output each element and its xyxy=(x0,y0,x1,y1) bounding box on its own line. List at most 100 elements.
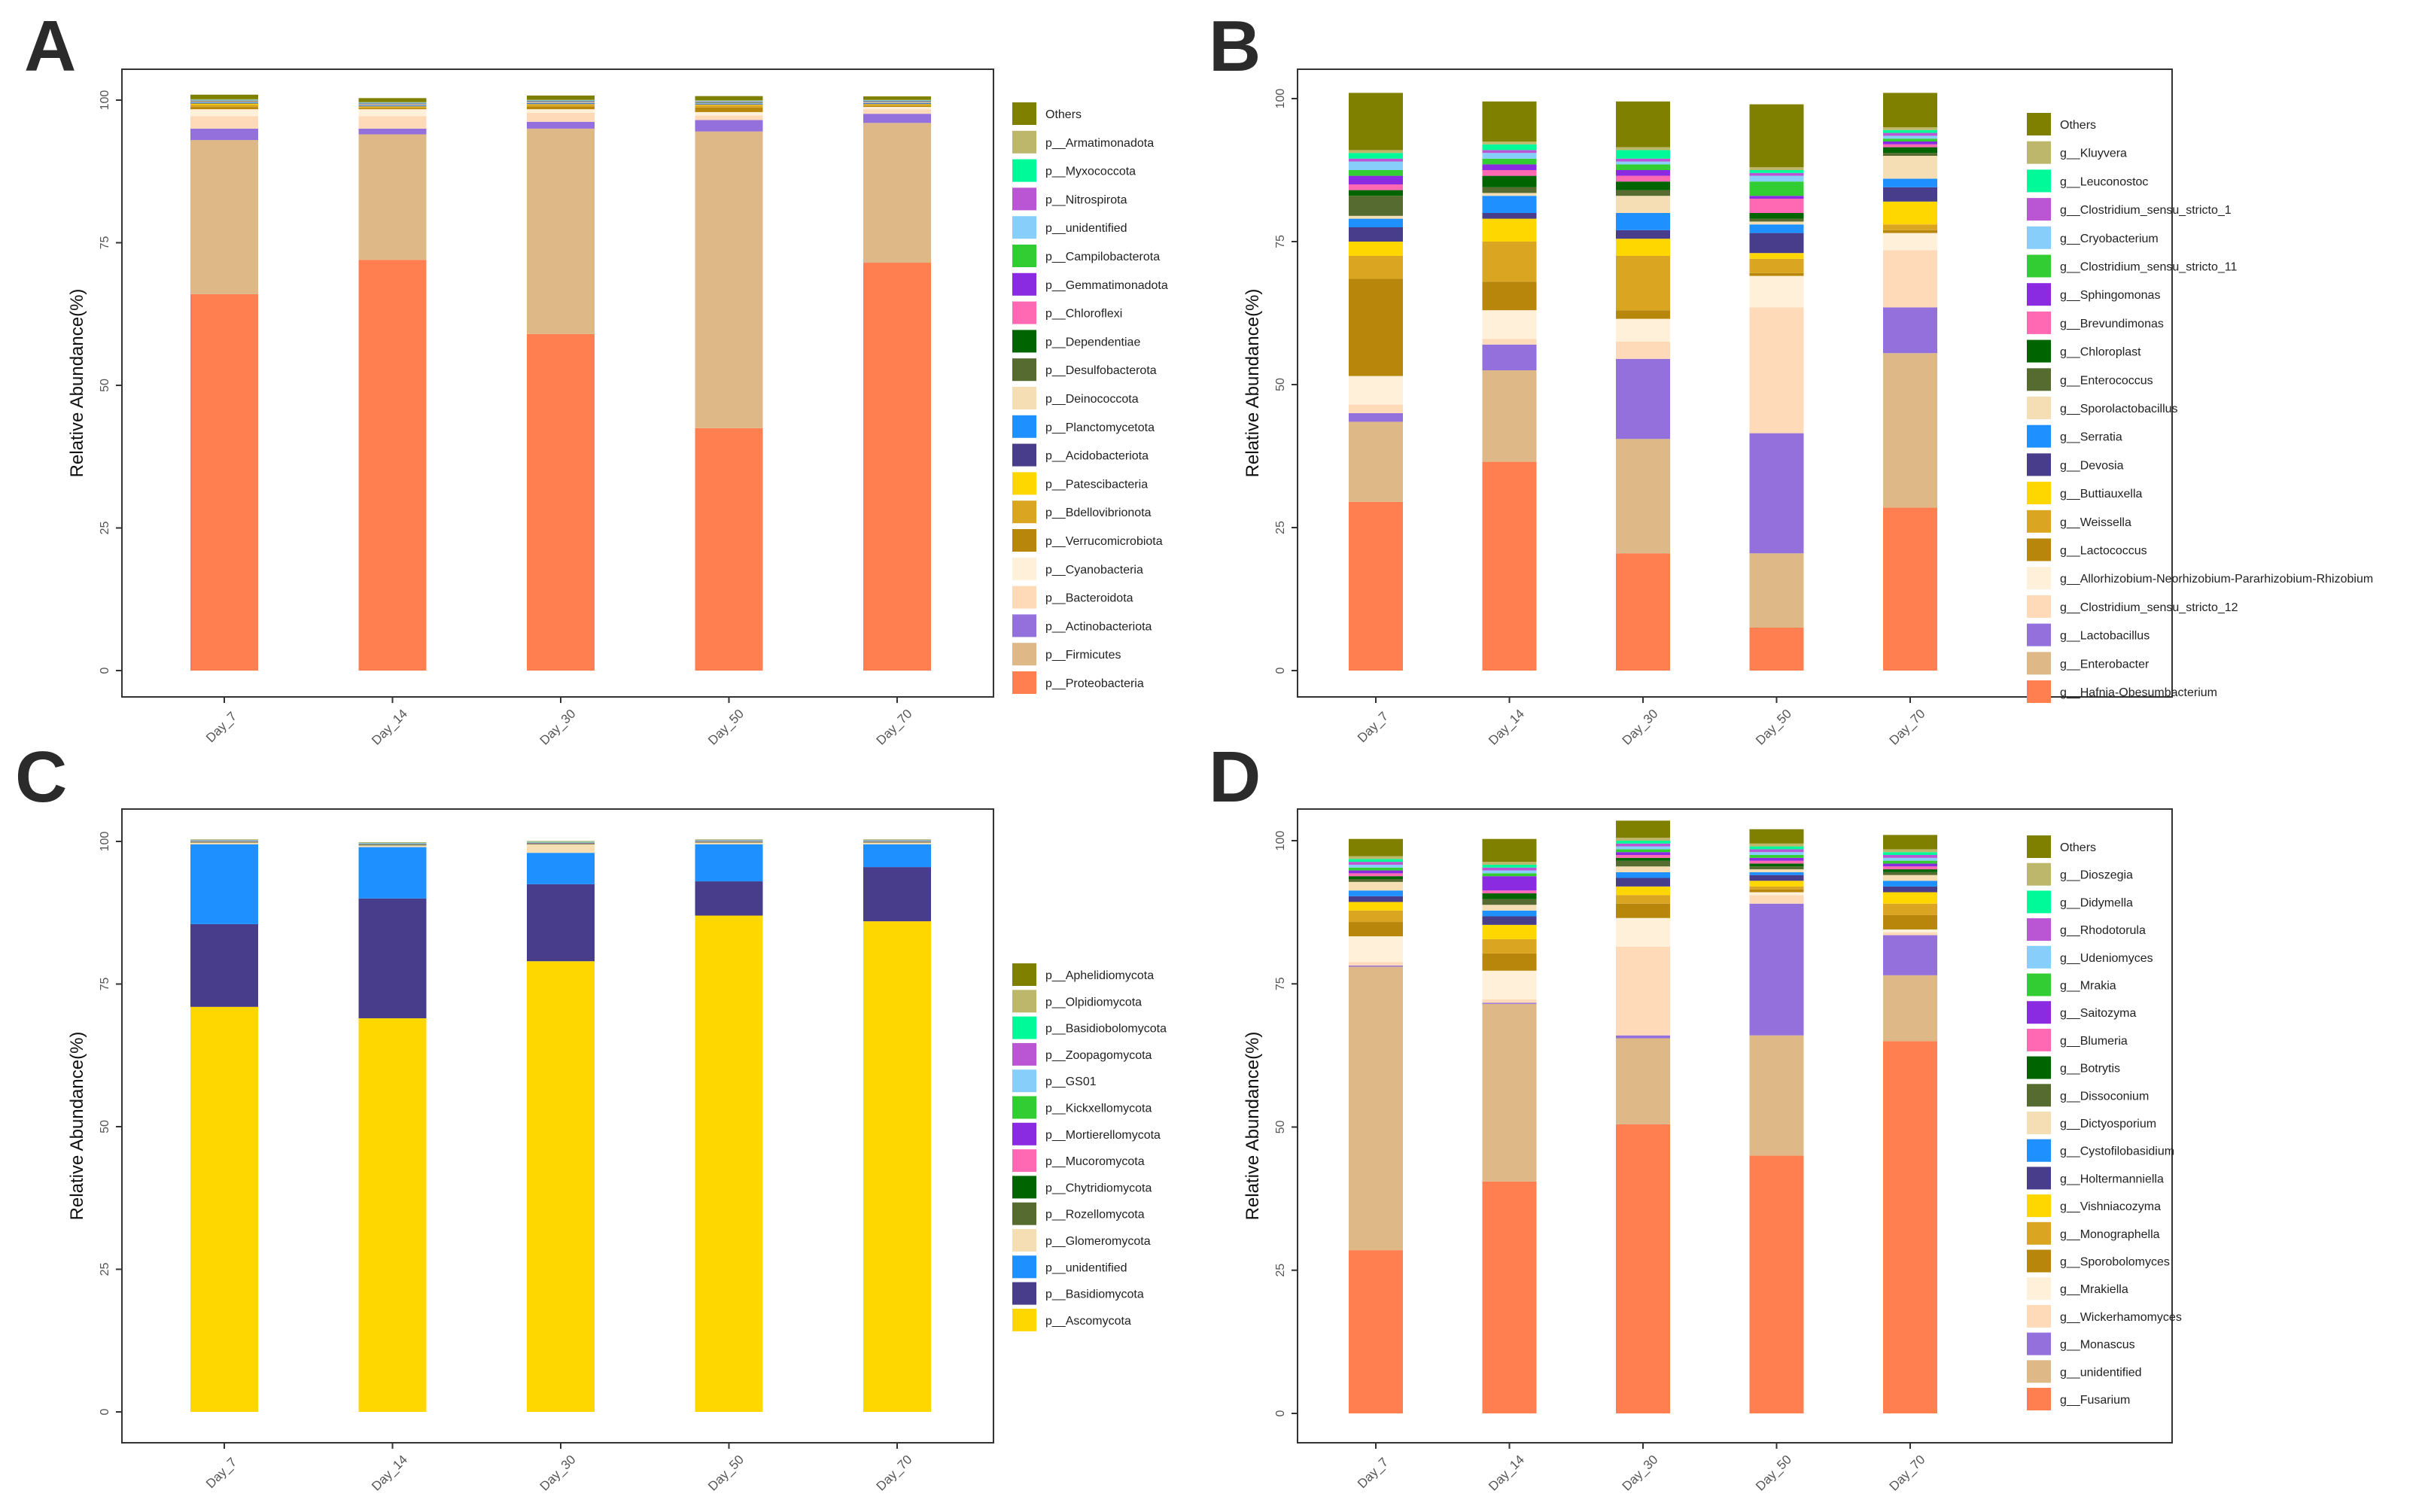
legend-label: g__Devosia xyxy=(2060,459,2124,472)
bar-segment xyxy=(527,961,595,1412)
bar-segment xyxy=(1349,190,1403,196)
bar-segment xyxy=(1883,138,1937,141)
legend-label: g__Holtermanniella xyxy=(2060,1173,2164,1185)
y-tick-label: 75 xyxy=(99,978,111,991)
bar-segment xyxy=(1616,170,1670,176)
bar-segment xyxy=(1482,916,1537,925)
bar-segment xyxy=(1749,903,1804,1036)
bar-segment xyxy=(358,898,427,1018)
legend-label: g__Dictyosporium xyxy=(2060,1118,2156,1130)
bar-segment xyxy=(1883,860,1937,864)
bar-segment xyxy=(1616,903,1670,918)
bar-segment xyxy=(190,105,258,108)
legend-label: p__Nitrospirota xyxy=(1045,193,1127,206)
bar-segment xyxy=(1883,872,1937,875)
bar-segment xyxy=(1883,866,1937,870)
legend-swatch xyxy=(2027,141,2051,164)
legend-swatch xyxy=(2027,652,2051,675)
x-tick-label: Day_14 xyxy=(369,707,410,748)
legend-swatch xyxy=(1012,1255,1036,1279)
legend-label: g__Buttiauxella xyxy=(2060,488,2143,500)
bar-segment xyxy=(1616,878,1670,887)
bar-segment xyxy=(1749,213,1804,219)
plot-frame xyxy=(1297,808,2173,1444)
legend-label: p__Deinococcota xyxy=(1045,393,1139,406)
legend-swatch xyxy=(2027,453,2051,476)
legend-label: g__Cryobacterium xyxy=(2060,233,2159,245)
bar-segment xyxy=(1349,878,1403,882)
bar-segment xyxy=(863,123,931,263)
legend-label: g__Rhodotorula xyxy=(2060,924,2146,937)
y-tick-label: 50 xyxy=(1274,1121,1287,1134)
legend-label: Others xyxy=(2060,119,2096,132)
x-tick-label: Day_7 xyxy=(203,1455,239,1491)
legend-swatch xyxy=(1012,1149,1036,1173)
bar-segment xyxy=(190,841,258,843)
bar-segment xyxy=(527,102,595,103)
y-tick-label: 25 xyxy=(1274,1264,1287,1277)
legend-label: g__Mrakiella xyxy=(2060,1283,2128,1296)
bar-segment xyxy=(1616,256,1670,311)
legend-swatch xyxy=(1012,557,1036,580)
legend-swatch xyxy=(1012,1042,1036,1066)
bar-segment xyxy=(863,102,931,103)
legend-swatch xyxy=(1012,159,1036,182)
bar-segment xyxy=(527,884,595,962)
x-tick-label: Day_7 xyxy=(203,709,239,745)
bar-segment xyxy=(1349,227,1403,242)
bar-segment xyxy=(1749,895,1804,904)
bar-segment xyxy=(1749,846,1804,850)
legend-swatch xyxy=(2027,1194,2051,1218)
y-axis-label: Relative Abundance(%) xyxy=(1243,1032,1263,1221)
bar-segment xyxy=(1749,181,1804,196)
bar-segment xyxy=(695,427,763,671)
legend-swatch xyxy=(2027,254,2051,278)
legend-label: p__GS01 xyxy=(1045,1075,1097,1088)
bar-segment xyxy=(358,105,427,107)
legend-label: p__Desulfobacterota xyxy=(1045,364,1157,377)
bar-segment xyxy=(1482,970,1537,999)
legend-label: g__Udeniomyces xyxy=(2060,952,2153,965)
bar-segment xyxy=(1482,158,1537,165)
bar-segment xyxy=(1749,170,1804,173)
bar-segment xyxy=(527,103,595,105)
bar-segment xyxy=(1616,849,1670,853)
bar-segment xyxy=(1349,876,1403,879)
legend-a: Others p__Armatimonadota p__Myxococcota p__… xyxy=(1012,102,1168,694)
bar-segment xyxy=(1883,129,1937,133)
bar-segment xyxy=(1482,1181,1537,1413)
bar-segment xyxy=(1349,867,1403,871)
legend-label: p__Glomeromycota xyxy=(1045,1235,1151,1248)
legend-label: p__Zoopagomycota xyxy=(1045,1049,1152,1062)
bar-segment xyxy=(358,134,427,260)
legend-swatch xyxy=(2027,397,2051,419)
bar-segment xyxy=(1349,161,1403,170)
bar-segment xyxy=(527,121,595,129)
bar-segment xyxy=(1482,153,1537,159)
legend-swatch xyxy=(1012,301,1036,324)
bar-segment xyxy=(1883,886,1937,893)
x-tick-label: Day_50 xyxy=(1753,707,1794,748)
legend-swatch xyxy=(1012,330,1036,353)
bar-segment xyxy=(1749,275,1804,308)
y-axis-label: Relative Abundance(%) xyxy=(67,1032,87,1221)
legend-swatch xyxy=(2027,835,2051,858)
bar-segment xyxy=(1616,846,1670,850)
bar-segment xyxy=(1349,218,1403,227)
bar-segment xyxy=(1749,218,1804,222)
legend-swatch xyxy=(1012,500,1036,524)
legend-swatch xyxy=(2027,169,2051,193)
legend-swatch xyxy=(1012,1229,1036,1252)
x-tick-label: Day_50 xyxy=(1753,1453,1794,1494)
legend-swatch xyxy=(1012,472,1036,495)
x-tick-label: Day_70 xyxy=(874,707,915,748)
legend-label: p__Kickxellomycota xyxy=(1045,1103,1152,1115)
legend-swatch xyxy=(2027,1112,2051,1134)
bar-segment xyxy=(1883,507,1937,671)
legend-b: Others g__Kluyvera g__Leuconostoc g__Clostr… xyxy=(2027,113,2373,703)
legend-label: g__Allorhizobium-Neorhizobium-Pararhizob… xyxy=(2060,573,2373,586)
bar-segment xyxy=(190,923,258,1007)
bar-segment xyxy=(1749,886,1804,890)
y-tick-label: 25 xyxy=(99,1263,111,1276)
legend-label: g__Botrytis xyxy=(2060,1063,2120,1075)
